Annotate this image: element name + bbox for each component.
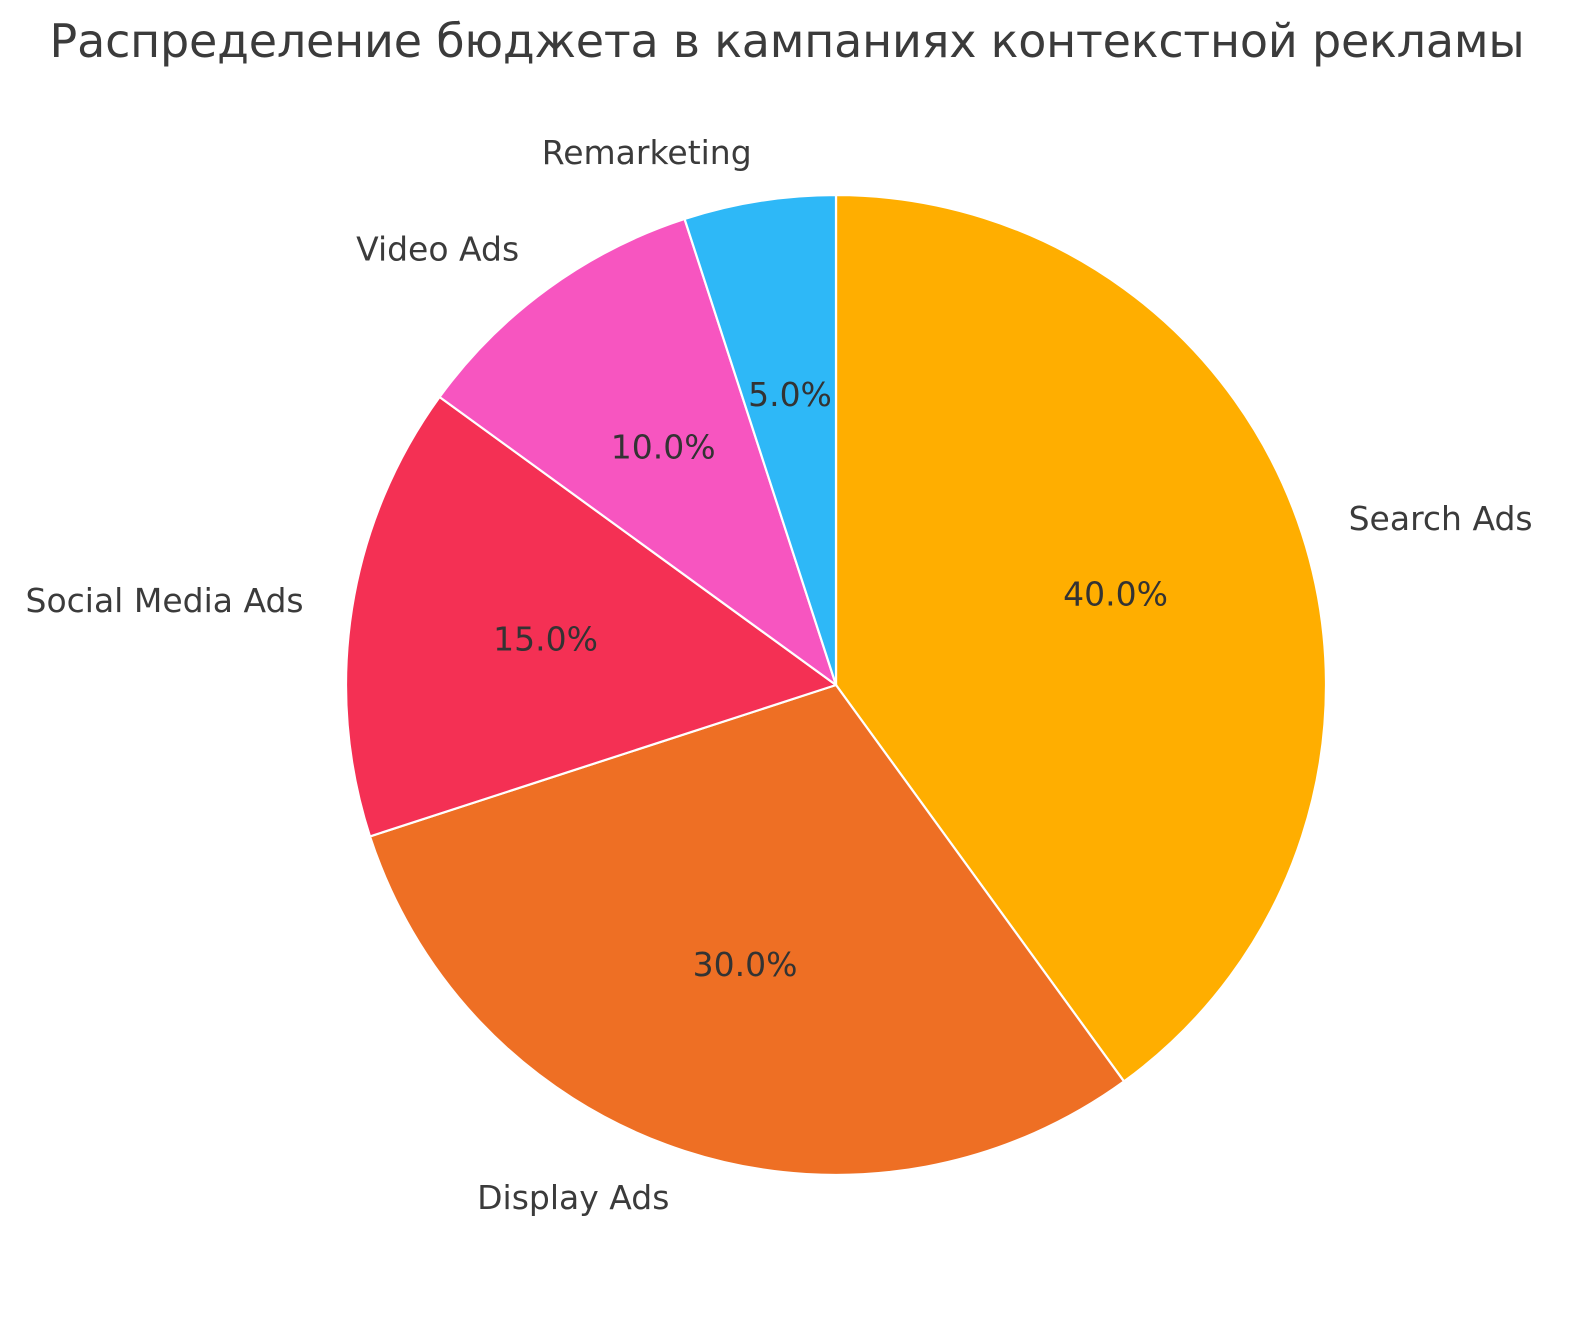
- pie-slice[interactable]: [834, 193, 1328, 1083]
- pie-slice-category-label: Display Ads: [477, 1178, 669, 1217]
- pie-slice[interactable]: [438, 217, 838, 687]
- pie-slice-percent-label: 40.0%: [1063, 575, 1168, 614]
- pie-slice-category-label: Search Ads: [1349, 499, 1533, 538]
- page-title: Распределение бюджета в кампаниях контек…: [49, 14, 1525, 68]
- pie-slice-category-label: Remarketing: [542, 133, 752, 172]
- pie-slice-percent-label: 30.0%: [693, 945, 798, 984]
- pie-slice-percent-label: 15.0%: [493, 620, 598, 659]
- pie-slice[interactable]: [683, 193, 838, 687]
- pie-category-labels: Search Ads Display Ads Social Media Ads Vid…: [26, 133, 1533, 1217]
- pie-slice-category-label: Social Media Ads: [26, 581, 304, 620]
- pie-percent-labels: 40.0% 30.0% 15.0% 10.0% 5.0%: [493, 375, 1168, 984]
- pie-slice-category-label: Video Ads: [356, 229, 519, 268]
- pie-slices: [344, 193, 1328, 1177]
- pie-slice-percent-label: 10.0%: [611, 428, 716, 467]
- pie-slice[interactable]: [344, 395, 838, 838]
- pie-slice-percent-label: 5.0%: [748, 375, 832, 414]
- pie-slice[interactable]: [368, 683, 1126, 1177]
